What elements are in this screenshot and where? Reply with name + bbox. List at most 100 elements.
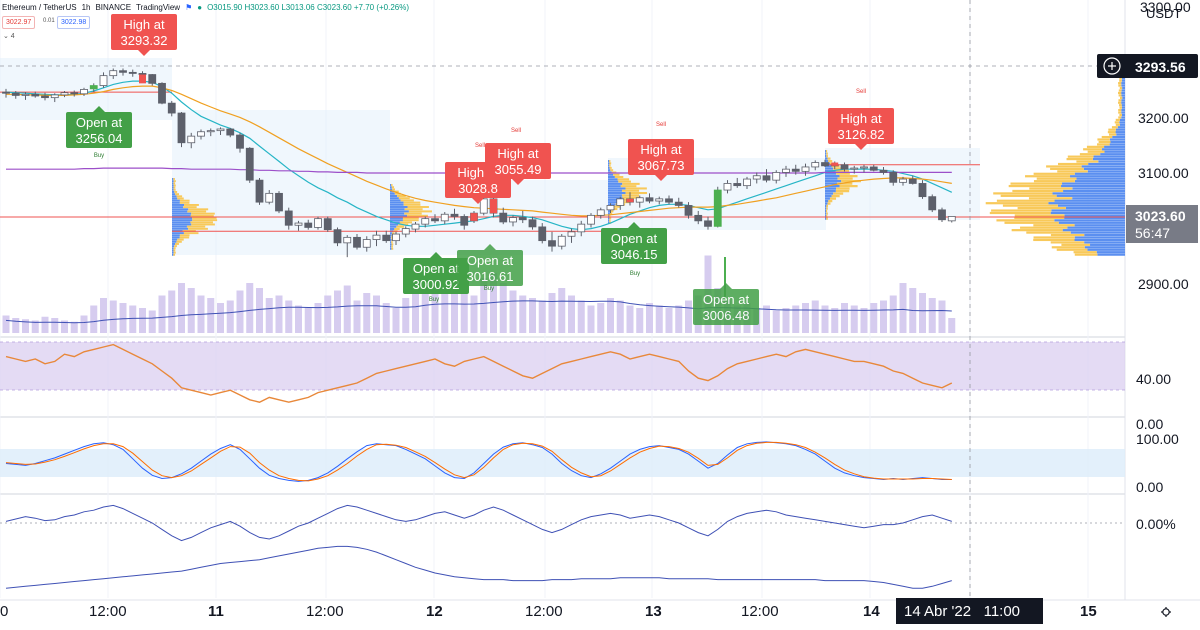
profile-bar (172, 238, 178, 241)
flag-icon[interactable]: ⚑ (185, 3, 193, 12)
profile-bar (192, 217, 217, 219)
profile-bar (609, 162, 612, 165)
profile-bar (608, 187, 626, 190)
profile-bar (1092, 158, 1125, 161)
profile-bar (1076, 177, 1125, 180)
volume-bar (139, 308, 146, 333)
profile-bar (192, 219, 218, 222)
gear-icon[interactable] (1161, 607, 1171, 617)
profile-bar (177, 238, 184, 241)
profile-bar (1033, 172, 1075, 175)
volume-bar (187, 288, 195, 333)
profile-bar (1114, 121, 1120, 124)
volume-bar (841, 303, 848, 333)
bid-button[interactable]: 3022.97 (2, 16, 36, 29)
profile-bar (172, 182, 174, 185)
profile-bar (1121, 94, 1125, 97)
profile-bar (1010, 182, 1063, 185)
profile-bar (1051, 209, 1125, 212)
profile-bar (1121, 82, 1125, 85)
volume-bar (480, 278, 488, 333)
profile-bar (390, 212, 405, 215)
profile-bar (183, 206, 197, 209)
time-tick: 12 (426, 603, 443, 620)
volume-bar (431, 273, 439, 333)
profile-bar (390, 217, 403, 219)
candle-body (460, 216, 469, 226)
profile-bar (1004, 221, 1059, 224)
candle-body (899, 178, 907, 183)
candle-body (947, 216, 956, 222)
profile-bar (608, 201, 618, 204)
volume-bar (168, 290, 176, 333)
profile-bar (1090, 243, 1125, 246)
plus-circle-icon[interactable] (1103, 57, 1121, 75)
volume-bar (860, 308, 868, 333)
candle-body (21, 93, 30, 96)
time-tick: 14 (863, 603, 880, 620)
profile-bar (1033, 236, 1075, 239)
volume-bar (441, 278, 449, 333)
profile-bar (1088, 162, 1125, 166)
volume-bar (802, 303, 809, 333)
profile-bar (391, 184, 393, 186)
profile-bar (1074, 180, 1125, 183)
candle-body (216, 128, 225, 132)
profile-bar (1084, 246, 1125, 249)
profile-bar (1028, 197, 1073, 200)
profile-bar (836, 187, 850, 190)
profile-bar (1087, 170, 1125, 173)
profile-bar (188, 208, 209, 211)
candle-body (479, 198, 488, 214)
profile-bar (1033, 224, 1075, 227)
label-line2: 3016.61 (467, 269, 514, 284)
indicators-toggle[interactable]: ⌄ 4 (3, 33, 15, 40)
profile-bar (176, 195, 183, 198)
profile-bar (608, 217, 610, 220)
ask-button[interactable]: 3022.98 (57, 16, 91, 29)
volume-bar (382, 303, 390, 333)
profile-bar (390, 184, 392, 186)
profile-bar (1121, 79, 1125, 82)
profile-bar (1087, 248, 1125, 251)
candle-body (314, 218, 322, 228)
crosshair-price-label: 3293.56 (1097, 54, 1198, 78)
candle-body (294, 222, 303, 226)
volume-bar (451, 285, 458, 333)
interval[interactable]: 1h (81, 3, 91, 12)
candle-body (284, 210, 293, 226)
symbol-legend[interactable]: Ethereum / TetherUS 1h BINANCE TradingView ⚑… (2, 3, 414, 12)
profile-bar (179, 234, 190, 237)
volume-bar (919, 293, 926, 333)
label-box (403, 258, 469, 294)
volume-bar (811, 300, 819, 333)
profile-bar (609, 160, 611, 163)
momentum-line (5, 545, 952, 589)
profile-bar (1118, 82, 1122, 85)
profile-bar (608, 219, 610, 222)
profile-bar (826, 152, 828, 155)
candle-body (197, 131, 205, 137)
profile-bar (825, 212, 827, 215)
price-axis[interactable]: 3300.00 USDT 3200.00 3100.00 2900.00 40.… (1136, 0, 1191, 532)
candle-body (850, 167, 859, 170)
time-axis[interactable]: 0 12:00 11 12:00 12 12:00 13 12:00 14 15… (0, 598, 1171, 624)
profile-bar (390, 234, 392, 237)
candles[interactable] (2, 68, 956, 299)
profile-bar (608, 210, 611, 213)
profile-bar (172, 208, 189, 211)
volume-bars (2, 255, 956, 333)
profile-bar (402, 217, 419, 219)
volume-bar (763, 305, 770, 333)
symbol-name[interactable]: Ethereum / TetherUS (2, 3, 77, 12)
profile-bar (1119, 121, 1125, 124)
label-line1: Open at (611, 231, 658, 246)
profile-bar (403, 201, 421, 204)
candle-body (811, 162, 820, 168)
profile-bar (172, 178, 174, 180)
label-line1: Open at (76, 115, 123, 130)
profile-bar (1084, 233, 1125, 237)
candle-body (353, 236, 361, 248)
label-box (66, 112, 132, 148)
